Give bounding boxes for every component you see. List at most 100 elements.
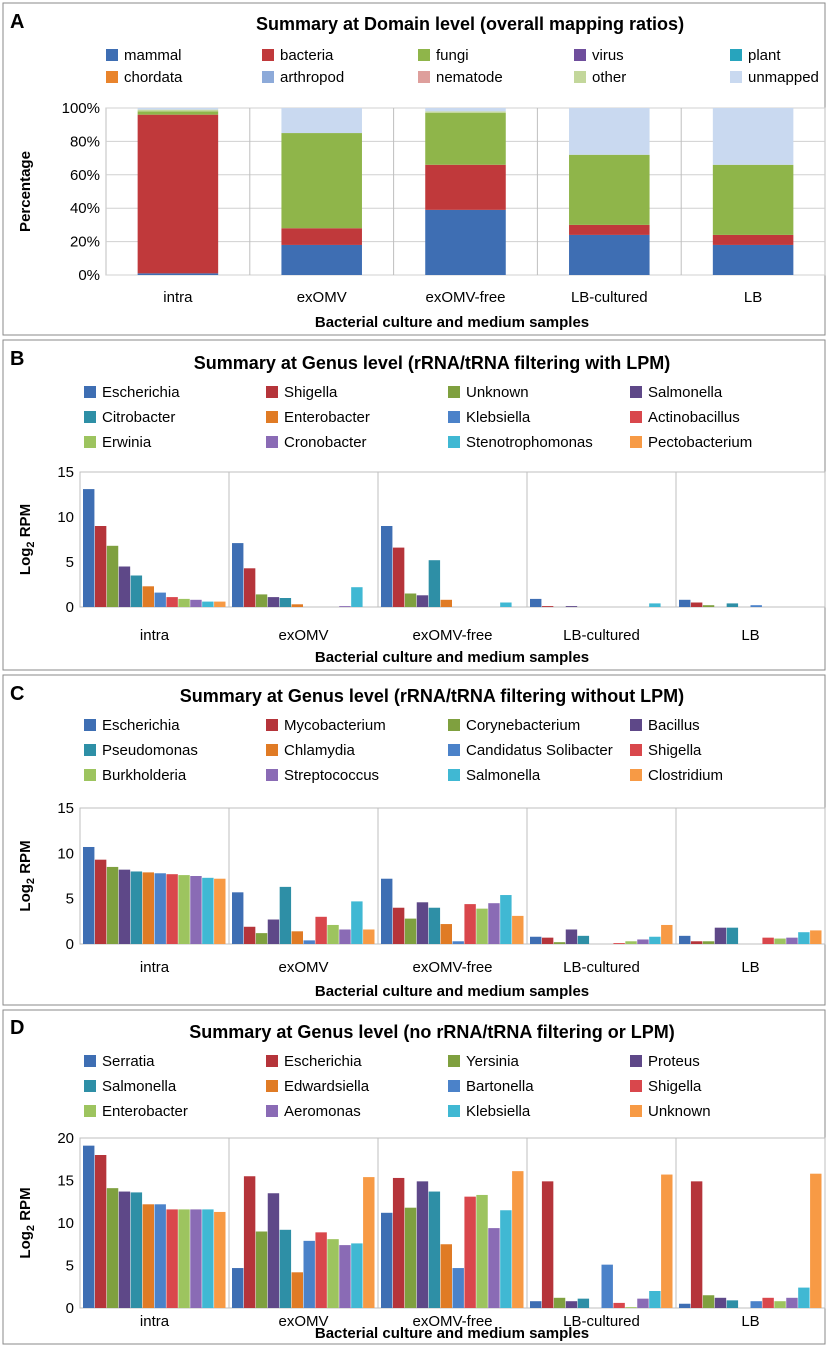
bar-serratia-lb-cultured: [530, 1301, 542, 1308]
bar-aeromonas-lb: [786, 1297, 798, 1308]
bar-salmonella-intra: [118, 566, 131, 607]
bar-unknown-exomv-free: [404, 593, 417, 607]
bar-salmonella-exomv-free: [500, 895, 512, 944]
bar-erwinia-intra: [178, 598, 190, 607]
bar-pseudomonas-intra: [130, 871, 143, 944]
bar-pseudomonas-lb-cultured: [577, 935, 590, 944]
chart-title: Summary at Genus level (no rRNA/tRNA fil…: [189, 1022, 674, 1042]
plot-area: 0 5 10 15 20: [57, 1130, 826, 1317]
legend-entry-clostridium: Clostridium: [630, 767, 723, 784]
panel-a: A Summary at Domain level (overall mappin…: [2, 2, 826, 336]
legend-swatch: [266, 386, 278, 398]
bar-mammal-exomv: [281, 244, 362, 275]
legend-swatch: [730, 49, 742, 61]
x-category-label: exOMV: [278, 1313, 328, 1330]
bar-shigella-exomv: [243, 568, 256, 607]
legend-label: Burkholderia: [102, 767, 187, 784]
bar-klebsiella-exomv-free: [500, 1210, 512, 1308]
y-tick-label: 0: [66, 936, 74, 953]
bar-clostridium-intra: [214, 878, 226, 944]
x-category-label: intra: [140, 959, 170, 976]
bar-corynebacterium-lb: [702, 941, 715, 944]
bar-actinobacillus-intra: [166, 597, 178, 607]
legend-entry-shigella: Shigella: [266, 384, 338, 401]
bar-salmonella-lb: [726, 1300, 739, 1308]
y-axis-label-suffix: RPM: [17, 1187, 34, 1225]
legend-swatch: [84, 1105, 96, 1117]
chart-title: Summary at Domain level (overall mapping…: [256, 14, 684, 34]
y-tick-label: 5: [66, 1258, 74, 1275]
legend-label: Clostridium: [648, 767, 723, 784]
bar-fungi-exomv-free: [425, 113, 506, 165]
bar-shigella-lb-cultured: [541, 606, 554, 607]
y-axis-label-main: Log: [17, 884, 34, 912]
bar-klebsiella-intra: [202, 1209, 214, 1308]
x-category-label: LB-cultured: [563, 959, 640, 976]
bar-salmonella-lb-cultured: [649, 936, 661, 944]
bar-stenotrophomonas-lb-cultured: [649, 603, 661, 607]
y-tick-label: 60%: [70, 167, 100, 184]
legend-swatch: [418, 49, 430, 61]
bar-citrobacter-lb: [726, 603, 739, 607]
y-axis-label: Log2 RPM: [17, 1187, 37, 1258]
bar-aeromonas-intra: [190, 1209, 202, 1308]
x-category-label: exOMV-free: [412, 627, 492, 644]
bar-bartonella-lb-cultured: [601, 1264, 613, 1308]
y-tick-label: 100%: [62, 100, 100, 117]
legend-swatch: [266, 411, 278, 423]
legend-label: Salmonella: [102, 1078, 177, 1095]
legend-entry-enterobacter: Enterobacter: [266, 409, 370, 426]
legend-entry-burkholderia: Burkholderia: [84, 767, 187, 784]
bar-yersinia-lb-cultured: [553, 1297, 566, 1308]
y-tick-label: 15: [57, 464, 74, 481]
y-axis-label: Log2 RPM: [17, 840, 37, 911]
bar-unmapped-exomv: [281, 108, 362, 134]
legend-entry-salmonella: Salmonella: [448, 767, 541, 784]
bar-unknown-exomv: [255, 594, 268, 607]
legend-entry-unknown: Unknown: [448, 384, 529, 401]
bar-enterobacter-exomv: [327, 1239, 339, 1308]
y-axis-label-main: Percentage: [17, 151, 34, 232]
legend-label: Klebsiella: [466, 409, 531, 426]
bar-shigella-exomv: [315, 1232, 327, 1308]
legend-label: Proteus: [648, 1053, 700, 1070]
legend-swatch: [448, 744, 460, 756]
chart-title: Summary at Genus level (rRNA/tRNA filter…: [194, 353, 670, 373]
bar-fungi-exomv: [281, 133, 362, 229]
bar-escherichia-lb: [679, 935, 691, 944]
y-tick-label: 0%: [78, 267, 100, 284]
bar-candidatus-solibacter-exomv-free: [452, 941, 464, 944]
bar-fungi-intra: [137, 111, 219, 115]
legend-entry-erwinia: Erwinia: [84, 434, 152, 451]
x-category-label: exOMV: [297, 289, 347, 306]
bar-salmonella-intra: [130, 1192, 143, 1308]
bar-pseudomonas-exomv: [279, 886, 292, 944]
bar-proteus-lb-cultured: [565, 1301, 578, 1308]
panel-letter: D: [10, 1017, 24, 1039]
bar-pectobacterium-intra: [214, 601, 226, 607]
legend-label: Klebsiella: [466, 1103, 531, 1120]
y-tick-label: 10: [57, 845, 74, 862]
bar-escherichia-exomv-free: [381, 526, 393, 607]
legend-label: Yersinia: [466, 1053, 519, 1070]
legend-swatch: [106, 49, 118, 61]
y-axis-label-subscript: 2: [25, 878, 37, 884]
x-category-label: intra: [163, 289, 193, 306]
legend-entry-edwardsiella: Edwardsiella: [266, 1078, 370, 1095]
legend-entry-salmonella: Salmonella: [630, 384, 723, 401]
legend-swatch: [630, 1080, 642, 1092]
bar-bartonella-exomv: [303, 1240, 315, 1308]
bar-yersinia-lb: [702, 1295, 715, 1308]
y-tick-label: 40%: [70, 200, 100, 217]
bar-unknown-intra: [214, 1211, 226, 1308]
legend-label: Unknown: [466, 384, 529, 401]
bar-cronobacter-exomv: [339, 606, 351, 607]
bar-proteus-exomv: [267, 1193, 280, 1308]
legend-label: Escherichia: [102, 717, 180, 734]
bar-klebsiella-intra: [154, 592, 166, 607]
legend-swatch: [448, 1055, 460, 1067]
bar-clostridium-lb: [810, 930, 822, 944]
bar-clostridium-lb-cultured: [661, 924, 673, 944]
